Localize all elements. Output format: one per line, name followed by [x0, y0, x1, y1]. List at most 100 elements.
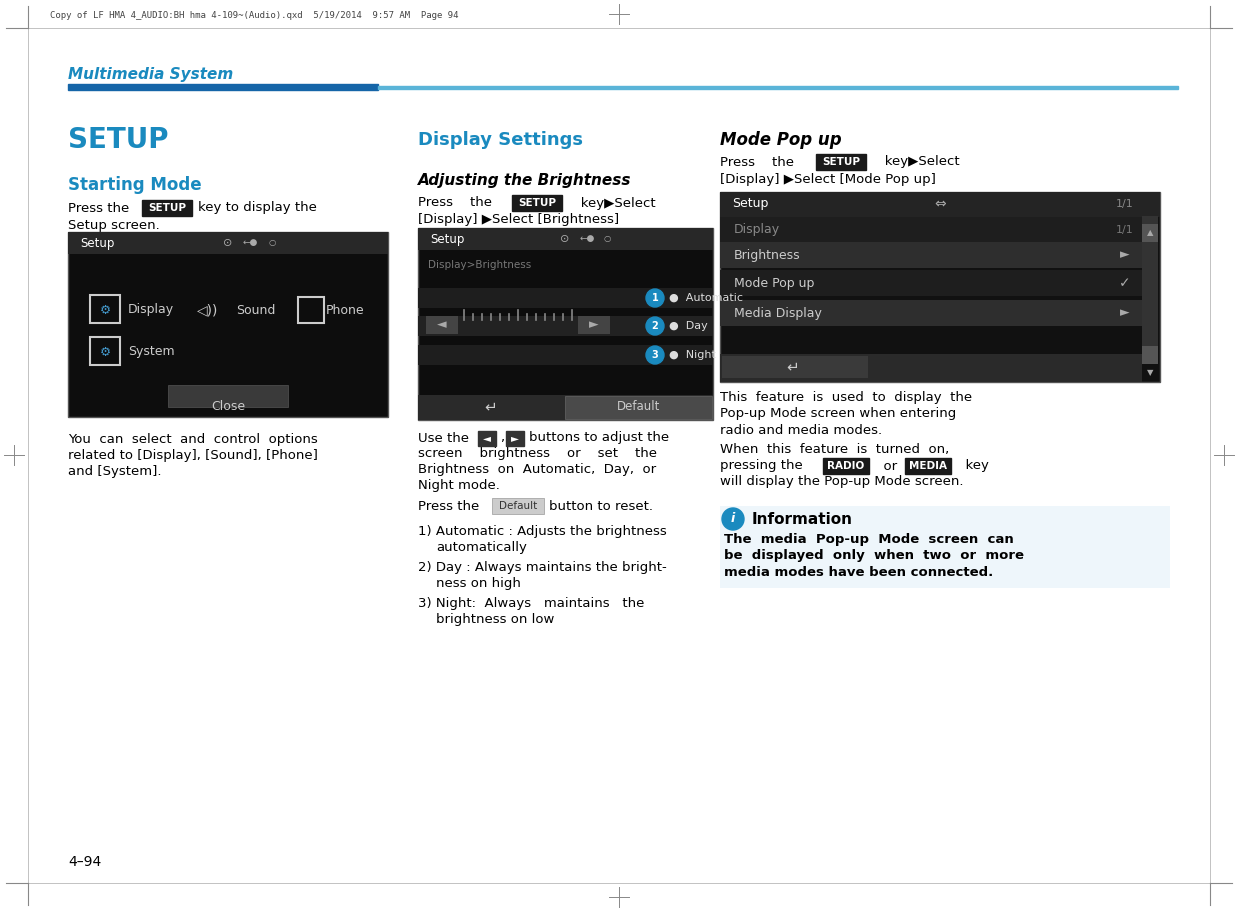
Text: ⚙: ⚙: [99, 303, 110, 316]
Circle shape: [646, 289, 664, 307]
Text: Adjusting the Brightness: Adjusting the Brightness: [418, 172, 631, 188]
Text: ⊙: ⊙: [561, 234, 569, 244]
Text: ▼: ▼: [1146, 369, 1154, 377]
Text: Setup: Setup: [732, 198, 769, 210]
Bar: [578, 316, 610, 334]
Bar: [418, 288, 713, 308]
Text: Copy of LF HMA 4_AUDIO:BH hma 4-109~(Audio).qxd  5/19/2014  9:57 AM  Page 94: Copy of LF HMA 4_AUDIO:BH hma 4-109~(Aud…: [50, 12, 458, 21]
Text: ►: ►: [511, 433, 519, 443]
Text: SETUP: SETUP: [68, 126, 168, 154]
Bar: [721, 192, 1160, 217]
Bar: [816, 154, 867, 170]
Text: Setup: Setup: [430, 232, 464, 245]
Text: ⊙: ⊙: [223, 238, 233, 248]
Text: 3: 3: [651, 350, 659, 360]
Bar: [513, 195, 562, 211]
Text: radio and media modes.: radio and media modes.: [721, 424, 883, 436]
Text: ▲: ▲: [1146, 229, 1154, 238]
Text: pressing the: pressing the: [721, 459, 802, 473]
Bar: [721, 506, 1170, 588]
Text: Press    the: Press the: [418, 197, 491, 210]
Bar: [418, 316, 713, 336]
Text: 1/1: 1/1: [1117, 225, 1134, 235]
Text: Setup: Setup: [80, 237, 114, 250]
Text: ✓: ✓: [1119, 276, 1130, 290]
Text: 3) Night:  Always   maintains   the: 3) Night: Always maintains the: [418, 597, 644, 609]
Text: key▶Select: key▶Select: [568, 197, 656, 210]
Text: button to reset.: button to reset.: [548, 499, 652, 513]
Text: Phone: Phone: [326, 303, 365, 316]
Bar: [168, 385, 288, 407]
Text: ●  Night: ● Night: [669, 350, 716, 360]
Text: When  this  feature  is  turned  on,: When this feature is turned on,: [721, 444, 950, 456]
Bar: [418, 228, 713, 250]
Text: Close: Close: [210, 400, 245, 413]
Bar: [418, 228, 713, 420]
Text: ●  Day: ● Day: [669, 321, 708, 331]
Text: Night mode.: Night mode.: [418, 479, 500, 493]
Text: will display the Pop-up Mode screen.: will display the Pop-up Mode screen.: [721, 476, 963, 488]
Text: ►: ►: [1120, 306, 1130, 320]
Text: [Display] ▶Select [Brightness]: [Display] ▶Select [Brightness]: [418, 213, 619, 227]
Text: 2: 2: [651, 321, 659, 331]
Text: 1/1: 1/1: [1117, 199, 1134, 209]
Text: ↵: ↵: [484, 400, 498, 415]
Text: Display: Display: [128, 303, 175, 316]
Text: This  feature  is  used  to  display  the: This feature is used to display the: [721, 392, 972, 404]
Text: brightness on low: brightness on low: [436, 612, 555, 626]
Bar: [721, 354, 1141, 382]
Bar: [491, 498, 543, 514]
Text: or: or: [875, 459, 906, 473]
Bar: [722, 356, 868, 378]
Text: ←●: ←●: [579, 234, 594, 243]
Bar: [418, 345, 713, 365]
Text: ↵: ↵: [786, 360, 800, 374]
Circle shape: [722, 508, 744, 530]
Text: key to display the: key to display the: [198, 201, 317, 214]
Text: 1: 1: [651, 293, 659, 303]
Text: key▶Select: key▶Select: [872, 156, 959, 169]
Text: ►: ►: [1120, 249, 1130, 261]
Text: Press    the: Press the: [721, 156, 794, 169]
Bar: [426, 316, 458, 334]
Text: Default: Default: [618, 401, 661, 414]
Text: You  can  select  and  control  options: You can select and control options: [68, 433, 318, 445]
Bar: [418, 395, 713, 420]
Text: Multimedia System: Multimedia System: [68, 67, 233, 83]
Text: 1) Automatic : Adjusts the brightness: 1) Automatic : Adjusts the brightness: [418, 525, 667, 537]
Bar: [721, 192, 1160, 382]
Bar: [142, 200, 192, 216]
Text: ness on high: ness on high: [436, 577, 521, 589]
Circle shape: [646, 317, 664, 335]
Text: and [System].: and [System].: [68, 465, 161, 477]
Text: key: key: [957, 459, 989, 473]
Text: Display Settings: Display Settings: [418, 131, 583, 149]
Text: Use the: Use the: [418, 432, 469, 445]
Text: The  media  Pop-up  Mode  screen  can: The media Pop-up Mode screen can: [724, 534, 1014, 547]
Bar: [721, 217, 1141, 243]
Bar: [68, 84, 378, 90]
Text: Display: Display: [734, 223, 780, 237]
Text: Brightness: Brightness: [734, 249, 801, 261]
Bar: [90, 337, 120, 365]
Text: Sound: Sound: [236, 303, 275, 316]
Text: Starting Mode: Starting Mode: [68, 176, 202, 194]
Text: ►: ►: [589, 319, 599, 332]
Text: automatically: automatically: [436, 540, 527, 554]
Text: related to [Display], [Sound], [Phone]: related to [Display], [Sound], [Phone]: [68, 448, 318, 462]
Bar: [378, 86, 1179, 89]
Text: Information: Information: [751, 511, 853, 527]
Text: be  displayed  only  when  two  or  more: be displayed only when two or more: [724, 549, 1024, 562]
Text: ,: ,: [500, 432, 504, 445]
Text: 2) Day : Always maintains the bright-: 2) Day : Always maintains the bright-: [418, 560, 667, 574]
Bar: [68, 232, 387, 417]
Text: ◄: ◄: [437, 319, 447, 332]
Text: 4–94: 4–94: [68, 855, 102, 869]
Bar: [721, 300, 1141, 326]
Text: Brightness  on  Automatic,  Day,  or: Brightness on Automatic, Day, or: [418, 464, 656, 476]
Text: SETUP: SETUP: [822, 157, 860, 167]
Text: ⚙: ⚙: [99, 345, 110, 359]
Text: ○: ○: [603, 234, 610, 243]
Text: media modes have been connected.: media modes have been connected.: [724, 566, 993, 578]
Text: i: i: [730, 513, 735, 526]
